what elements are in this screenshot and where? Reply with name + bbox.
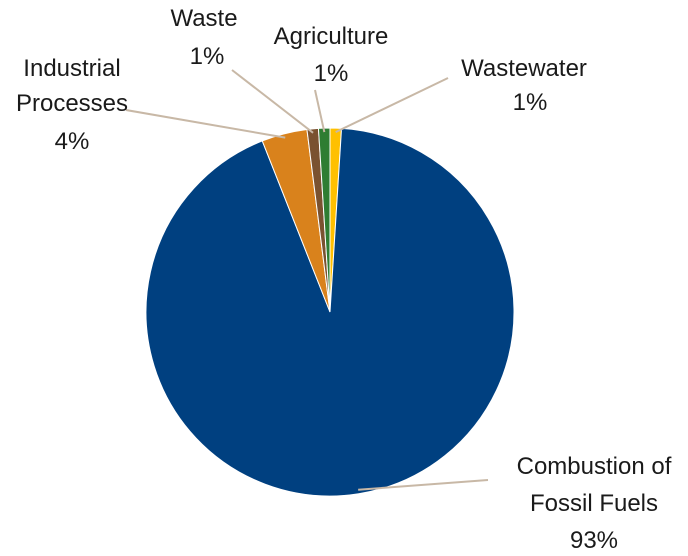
- label-industrial-line2: Processes: [16, 90, 128, 117]
- label-combustion-pct: 93%: [570, 527, 618, 554]
- label-wastewater-pct: 1%: [513, 89, 548, 116]
- label-combustion-line1: Combustion of: [517, 453, 672, 480]
- label-agriculture-name: Agriculture: [274, 23, 389, 50]
- leader-line-industrial-processes: [125, 109, 286, 139]
- label-combustion-line2: Fossil Fuels: [530, 490, 658, 517]
- leader-line-combustion-of-fossil-fuels: [358, 479, 489, 491]
- label-industrial-line1: Industrial: [23, 55, 120, 82]
- label-waste-pct: 1%: [190, 43, 225, 70]
- leader-line-agriculture: [314, 89, 326, 133]
- label-industrial-pct: 4%: [55, 128, 90, 155]
- label-wastewater-name: Wastewater: [461, 55, 587, 82]
- leader-line-waste: [231, 69, 314, 134]
- label-waste-name: Waste: [170, 5, 237, 32]
- pie-slice-combustion-of-fossil-fuels: [145, 127, 515, 497]
- label-agriculture-pct: 1%: [314, 60, 349, 87]
- leader-line-wastewater: [335, 77, 449, 133]
